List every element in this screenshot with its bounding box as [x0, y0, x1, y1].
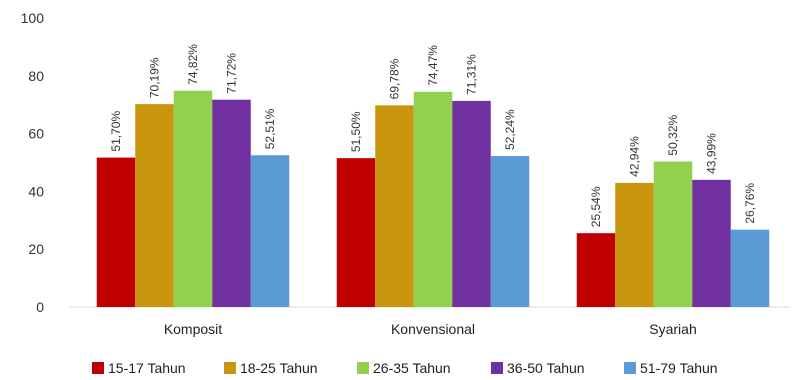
data-label: 50,32% — [666, 115, 680, 156]
data-label: 51,50% — [349, 111, 363, 152]
bar-15-17-tahun-syariah — [576, 233, 616, 307]
bar-15-17-tahun-komposit — [96, 157, 136, 307]
y-tick-label: 100 — [21, 10, 45, 26]
legend-label: 36-50 Tahun — [507, 360, 585, 376]
data-label: 74,82% — [186, 44, 200, 85]
y-tick-label: 40 — [28, 183, 44, 199]
data-label: 43,99% — [705, 133, 719, 174]
legend-label: 51-79 Tahun — [640, 360, 718, 376]
data-label: 25,54% — [589, 186, 603, 227]
legend-swatch — [491, 362, 503, 374]
legend-swatch — [357, 362, 369, 374]
category-label: Konvensional — [391, 321, 475, 337]
bar-51-79-tahun-komposit — [250, 155, 290, 307]
bar-15-17-tahun-konvensional — [336, 158, 376, 307]
y-tick-label: 0 — [36, 299, 44, 315]
category-label: Komposit — [164, 321, 222, 337]
data-label: 74,47% — [426, 45, 440, 86]
legend-swatch — [224, 362, 236, 374]
bar-18-25-tahun-komposit — [135, 104, 174, 307]
data-label: 26,76% — [743, 183, 757, 224]
data-label: 69,78% — [388, 58, 402, 99]
data-label: 71,72% — [225, 53, 239, 94]
data-label: 52,51% — [263, 108, 277, 149]
bar-51-79-tahun-konvensional — [490, 156, 530, 307]
bar-26-35-tahun-konvensional — [413, 91, 453, 307]
y-tick-label: 20 — [28, 241, 44, 257]
y-tick-label: 60 — [28, 126, 44, 142]
data-label: 42,94% — [628, 136, 642, 177]
legend-label: 26-35 Tahun — [373, 360, 451, 376]
bar-18-25-tahun-syariah — [615, 182, 654, 307]
legend-label: 18-25 Tahun — [240, 360, 318, 376]
data-label: 51,70% — [109, 111, 123, 152]
y-tick-label: 80 — [28, 68, 44, 84]
bar-18-25-tahun-konvensional — [375, 105, 414, 307]
legend-swatch — [624, 362, 636, 374]
bar-36-50-tahun-komposit — [212, 99, 251, 307]
bar-36-50-tahun-syariah — [692, 179, 731, 307]
category-label: Syariah — [649, 321, 696, 337]
bar-26-35-tahun-komposit — [173, 90, 213, 307]
data-label: 70,19% — [148, 57, 162, 98]
bar-51-79-tahun-syariah — [730, 229, 770, 307]
legend-label: 15-17 Tahun — [108, 360, 186, 376]
bar-36-50-tahun-konvensional — [452, 100, 491, 308]
data-label: 52,24% — [503, 109, 517, 150]
data-label: 71,31% — [465, 54, 479, 95]
legend-swatch — [92, 362, 104, 374]
bar-26-35-tahun-syariah — [653, 161, 693, 307]
